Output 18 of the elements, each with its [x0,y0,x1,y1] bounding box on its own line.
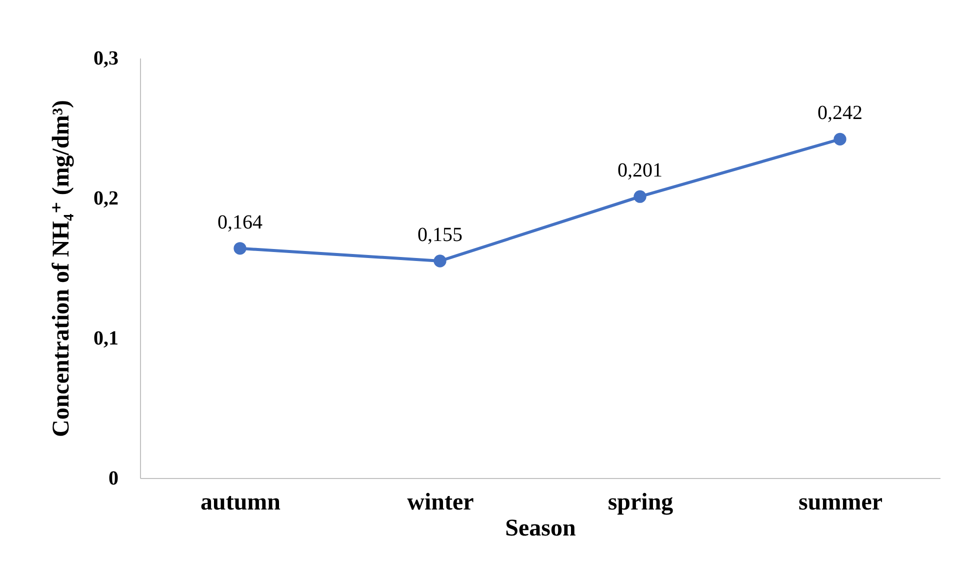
point [434,254,446,268]
data-label: 0,164 [218,211,262,234]
point [634,190,646,203]
x-tick-label: summer [798,490,883,516]
y-tick-label: 0 [108,468,118,490]
y-axis-title: Concentration of NH₄⁺ (mg/dm³) [48,100,74,438]
data-label: 0,242 [818,102,862,124]
point [834,132,846,146]
x-tick-label: winter [407,490,474,516]
x-tick-label: spring [608,490,674,516]
y-tick-label: 0,3 [94,48,118,70]
data-label: 0,155 [418,224,462,246]
y-tick-label: 0,1 [94,328,118,350]
point [234,242,246,255]
data-label: 0,201 [618,160,662,182]
x-axis-title: Season [505,516,576,542]
x-tick-label: autumn [200,490,281,516]
y-tick-label: 0,2 [94,188,118,210]
